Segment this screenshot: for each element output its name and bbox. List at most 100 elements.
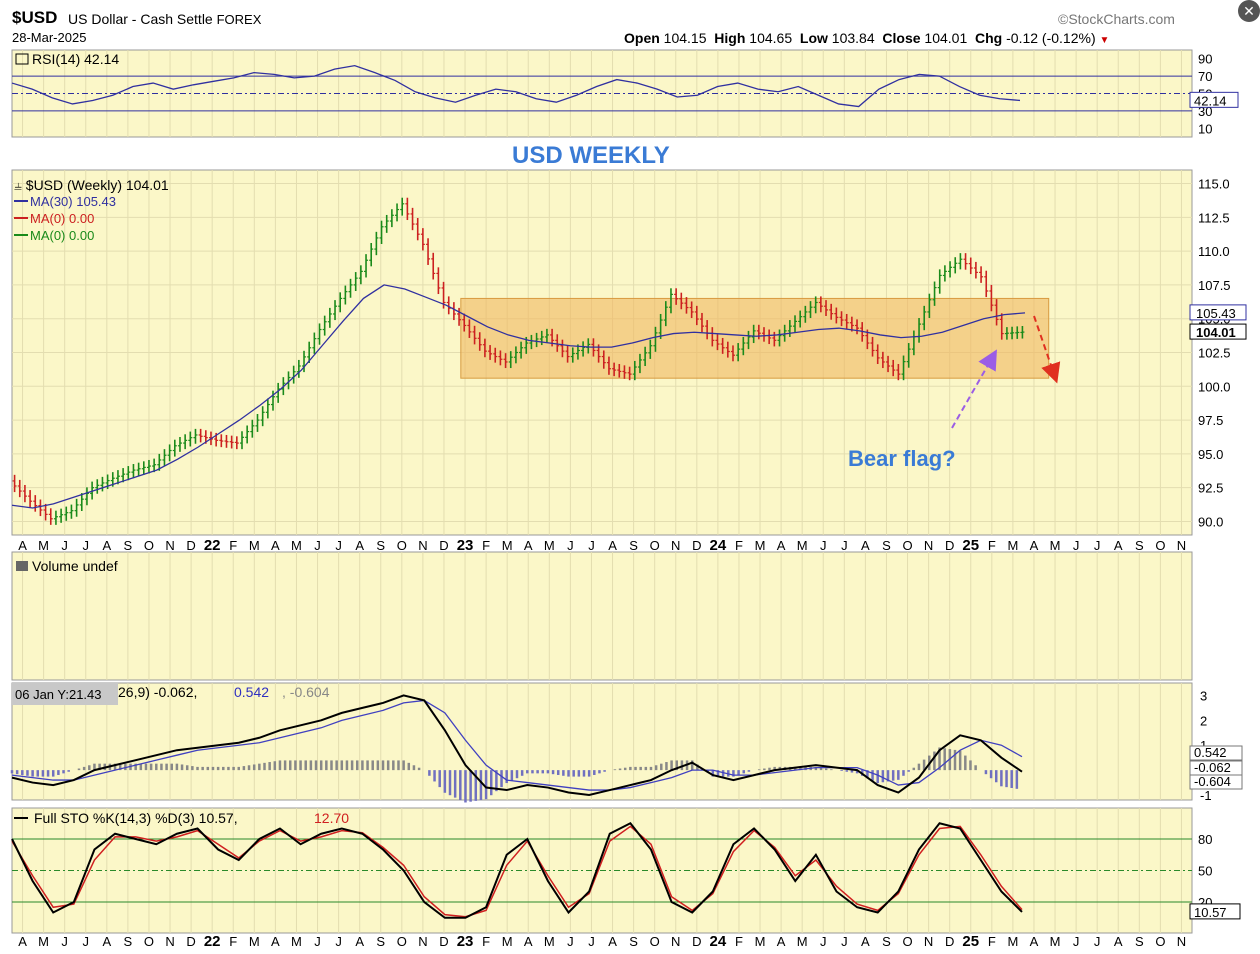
macd-value-tag <box>1189 774 1243 790</box>
sto-d-line <box>11 825 1023 918</box>
sto-tick-label: 50 <box>1198 864 1212 879</box>
rsi-line <box>11 64 1021 108</box>
month-label: F <box>988 934 996 949</box>
month-label: D <box>692 538 701 553</box>
month-label: S <box>882 934 891 949</box>
low-value: 103.84 <box>831 30 875 46</box>
sto-value-tag <box>1189 903 1241 920</box>
symbol: $USD <box>12 8 58 27</box>
month-label: J <box>61 934 68 949</box>
price-tick-label: 112.5 <box>1198 210 1230 225</box>
ohlc-readout: Open 104.15 High 104.65 Low 103.84 Close… <box>624 30 1109 46</box>
macd-value-tag <box>1189 745 1243 761</box>
month-label: A <box>608 934 617 949</box>
month-label: F <box>482 934 490 949</box>
month-label: D <box>945 934 954 949</box>
price-tag <box>1189 323 1247 340</box>
macd-line <box>11 694 1023 797</box>
month-label: 24 <box>710 933 727 950</box>
month-label: D <box>945 538 954 553</box>
month-label: M <box>544 934 555 949</box>
month-label: A <box>102 538 111 553</box>
month-label: J <box>588 934 595 949</box>
month-label: J <box>1073 538 1080 553</box>
rsi-value-label: 42.14 <box>1194 93 1227 108</box>
month-label: J <box>83 538 90 553</box>
month-label: J <box>841 934 848 949</box>
sto-k-line <box>11 821 1023 919</box>
month-label: 25 <box>962 537 979 554</box>
panel-macd <box>11 682 1193 801</box>
ma-legend-entry: MA(30) 105.43 <box>30 194 116 209</box>
month-label: F <box>482 538 490 553</box>
month-label: A <box>777 934 786 949</box>
month-label: M <box>797 934 808 949</box>
month-label: F <box>229 538 237 553</box>
month-label: S <box>629 538 638 553</box>
price-tick-label: 92.5 <box>1198 481 1223 496</box>
month-label: O <box>650 934 660 949</box>
price-tick-label: 110.0 <box>1198 244 1230 259</box>
sto-value-label: 10.57 <box>1194 905 1227 920</box>
month-label: J <box>567 538 574 553</box>
month-label: J <box>83 934 90 949</box>
macd-legend-part2: 0.542 <box>234 684 269 700</box>
rsi-tick-label: 10 <box>1198 121 1212 136</box>
month-label: N <box>165 538 174 553</box>
month-label: M <box>1007 538 1018 553</box>
month-label: S <box>629 934 638 949</box>
month-label: M <box>291 934 302 949</box>
month-label: 22 <box>204 933 221 950</box>
month-label: M <box>38 538 49 553</box>
month-label: S <box>376 934 385 949</box>
month-label: A <box>861 934 870 949</box>
price-tick-label: 97.5 <box>1198 413 1223 428</box>
bear-flag-label: Bear flag? <box>848 446 956 471</box>
month-label: N <box>671 934 680 949</box>
open-label: Open <box>624 30 660 46</box>
month-label: A <box>1114 538 1123 553</box>
window-close-icon[interactable]: ✕ <box>1238 0 1260 22</box>
month-label: M <box>544 538 555 553</box>
high-value: 104.65 <box>749 30 793 46</box>
chg-label: Chg <box>975 30 1003 46</box>
month-label: A <box>861 538 870 553</box>
month-label: O <box>1155 934 1165 949</box>
usd-weekly-title: USD WEEKLY <box>512 142 670 169</box>
month-label: S <box>1135 934 1144 949</box>
month-label: J <box>1094 538 1101 553</box>
macd-value-label: -0.604 <box>1194 774 1231 789</box>
month-label: S <box>882 538 891 553</box>
month-label: J <box>820 538 827 553</box>
month-label: D <box>439 934 448 949</box>
month-label: N <box>924 934 933 949</box>
month-label: S <box>124 934 133 949</box>
ma-legend-entry: MA(0) 0.00 <box>30 228 94 243</box>
price-tick-label: 100.0 <box>1198 379 1231 394</box>
month-label: S <box>376 538 385 553</box>
month-label: O <box>1155 538 1165 553</box>
rsi-tick-label: 70 <box>1198 69 1212 84</box>
month-label: J <box>567 934 574 949</box>
month-label: A <box>271 538 280 553</box>
month-label: O <box>397 934 407 949</box>
date-tooltip-bg <box>12 683 118 705</box>
month-label: A <box>608 538 617 553</box>
month-label: M <box>1007 934 1018 949</box>
month-label: J <box>314 538 321 553</box>
month-label: D <box>692 934 701 949</box>
month-label: F <box>735 538 743 553</box>
month-label: M <box>249 538 260 553</box>
exchange: FOREX <box>216 12 262 27</box>
month-label: A <box>777 538 786 553</box>
price-tick-label: 107.5 <box>1198 278 1231 293</box>
month-label: 22 <box>204 537 221 554</box>
macd-tick-label: 2 <box>1200 713 1207 728</box>
month-label: A <box>355 934 364 949</box>
month-label: M <box>755 538 766 553</box>
month-label: N <box>924 538 933 553</box>
month-label: F <box>229 934 237 949</box>
month-label: D <box>186 934 195 949</box>
month-label: D <box>186 538 195 553</box>
